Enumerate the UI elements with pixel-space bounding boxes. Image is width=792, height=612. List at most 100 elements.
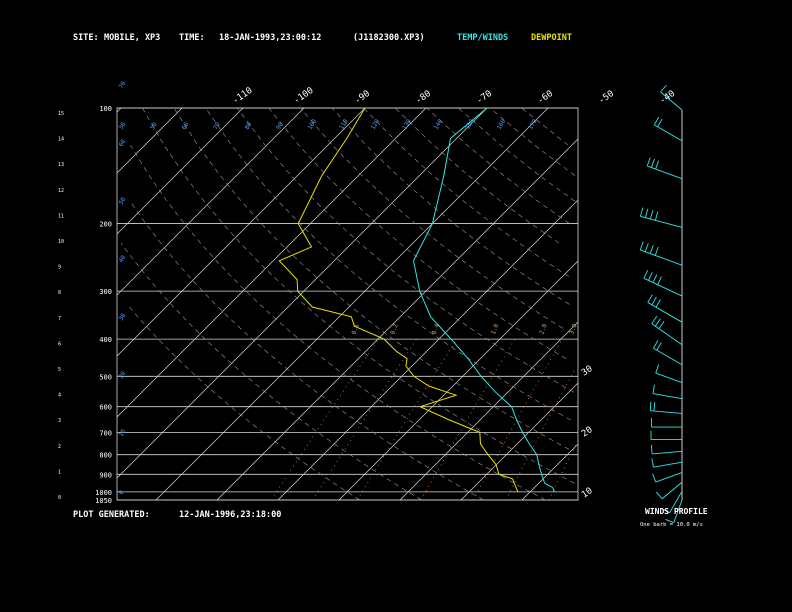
adiabat-side-label: 20 (118, 370, 128, 380)
mixing-ratio-label: 0.4 (431, 323, 441, 336)
wind-barb-shaft (647, 302, 683, 323)
sounding-series (278, 107, 555, 493)
mixing-ratio-line (270, 338, 379, 501)
mixing-ratio-line (505, 367, 577, 501)
mixing-ratio-label: 1.0 (490, 323, 500, 336)
adiabat-label: 150 (464, 118, 476, 131)
wind-barb-shaft (651, 323, 683, 346)
isotherm-line (521, 443, 579, 501)
temp-right-tick-label: 10 (580, 486, 595, 500)
pressure-tick-label: 300 (99, 288, 112, 296)
adiabat-side-label: 60 (118, 138, 128, 148)
wind-barb-shaft (650, 410, 683, 414)
adiabat-label: 170 (527, 118, 539, 131)
wind-barb-flag (649, 245, 654, 254)
wind-barb-flag (650, 158, 655, 168)
legend-temp-winds: TEMP/WINDS (457, 33, 509, 43)
dry-adiabat-line (331, 107, 570, 305)
wind-barb-flag (654, 211, 659, 221)
wind-barb-flag (655, 364, 660, 374)
file-id: (J1182300.XP3) (353, 33, 425, 43)
adiabat-label: 80 (244, 121, 254, 131)
dry-adiabat-line (268, 107, 567, 360)
dry-adiabat-line (363, 107, 570, 277)
wind-barb-shaft (640, 215, 683, 228)
wind-barb-flag (639, 241, 644, 251)
wind-barb-shaft (655, 472, 683, 483)
height-tick-label: 14 (58, 137, 64, 143)
isotherm-line (116, 107, 488, 479)
adiabat-label: 70 (212, 121, 222, 131)
temp-top-tick-label: -70 (475, 89, 494, 107)
wind-barb-flag (649, 401, 652, 411)
mixing-ratio-line (420, 338, 516, 501)
dry-adiabat-line (142, 107, 575, 484)
time-label: TIME: (179, 33, 205, 43)
height-tick-label: 3 (58, 418, 61, 424)
plot-generated-label: PLOT GENERATED: (73, 510, 150, 520)
dry-adiabat-line (426, 107, 570, 224)
pressure-tick-label: 400 (99, 336, 112, 344)
dry-adiabat-line (236, 107, 575, 393)
temp-right-tick-label: 30 (580, 364, 595, 378)
wind-barb-shaft (647, 165, 683, 180)
isotherm-line (116, 107, 122, 113)
mixing-ratio-label: 0.1 (351, 323, 361, 336)
wind-barb-shaft (673, 499, 683, 523)
adiabat-side-label: 70 (118, 80, 128, 90)
temp-top-tick-label: -110 (231, 86, 255, 107)
dry-adiabat-line (300, 107, 564, 329)
wind-barb-shaft (654, 124, 683, 142)
pressure-tick-label: 800 (99, 452, 112, 460)
wind-barb-shaft (653, 461, 683, 468)
mixing-ratio-label: 0.2 (389, 323, 399, 336)
temp-top-tick-label: -80 (414, 89, 433, 107)
wind-barb-flag (651, 296, 657, 306)
adiabat-lines (120, 107, 577, 501)
height-tick-label: 1 (58, 469, 61, 475)
axis-labels: 1050100090080070060050040030020010001234… (58, 80, 677, 505)
mixing-ratio-label: 2.0 (538, 323, 548, 336)
dewpoint-line (278, 107, 519, 493)
wind-barb-flag (660, 84, 667, 93)
wind-barb-shaft (669, 491, 683, 514)
adiabat-side-label: 30 (118, 312, 128, 322)
winds-profile-title: WINDS PROFILE (645, 507, 708, 516)
wind-barb-flag (643, 269, 649, 279)
isotherm-line (399, 321, 579, 501)
dry-adiabat-line (521, 107, 569, 146)
height-tick-label: 10 (58, 239, 64, 245)
mixing-ratio-line (473, 338, 563, 501)
wind-barb-flag (661, 508, 670, 514)
adiabat-side-label: 40 (118, 254, 128, 264)
wind-barb-flag (655, 299, 661, 308)
adiabat-label: 100 (307, 118, 319, 131)
dry-adiabat-line (394, 107, 560, 244)
adiabat-label: 160 (496, 118, 508, 131)
site-value: MOBILE, XP3 (104, 33, 161, 43)
pressure-tick-label: 1000 (95, 489, 112, 497)
wind-barb-flag (646, 157, 651, 167)
wind-barb-flag (647, 294, 653, 303)
adiabat-side-label: 10 (118, 428, 128, 438)
wind-barb-flag (645, 208, 649, 218)
height-tick-label: 2 (58, 444, 61, 450)
winds-profile-note: One barb = 10.0 m/s (640, 522, 703, 528)
wind-barb-flag (652, 473, 657, 483)
pressure-tick-label: 500 (99, 373, 112, 381)
height-tick-label: 12 (58, 188, 64, 194)
mixing-ratio-line (312, 338, 417, 501)
adiabat-side-label: 0 (118, 489, 126, 496)
height-tick-label: 5 (58, 367, 61, 373)
adiabat-label: 60 (181, 121, 191, 131)
dry-adiabat-line (129, 201, 484, 501)
wind-barb-flag (652, 384, 655, 394)
time-value: 18-JAN-1993,23:00:12 (219, 33, 322, 43)
isotherm-line (338, 260, 579, 501)
wind-barb-flag (655, 491, 663, 500)
wind-barb-flag (651, 315, 658, 324)
wind-barb-flag (649, 210, 654, 220)
site-label: SITE: (73, 33, 99, 43)
dry-adiabat-line (126, 304, 360, 501)
